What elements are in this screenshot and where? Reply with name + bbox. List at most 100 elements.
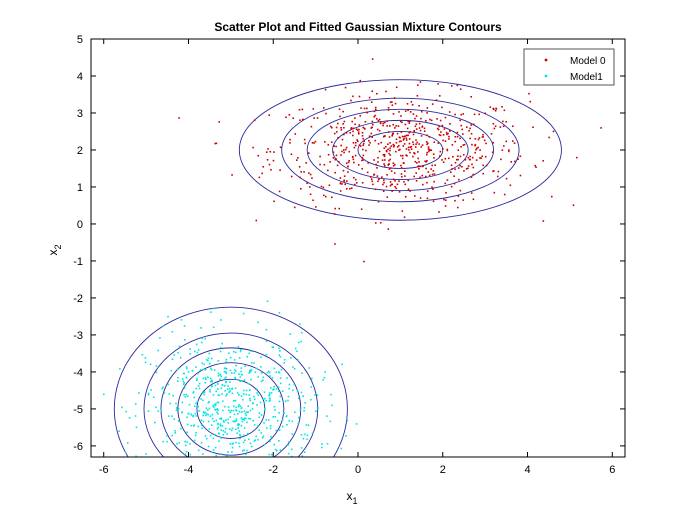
scatter-point-series-1 xyxy=(253,395,255,398)
scatter-point-series-1 xyxy=(202,414,205,417)
scatter-point-series-1 xyxy=(262,376,265,379)
scatter-point-series-0 xyxy=(397,125,400,127)
scatter-point-series-1 xyxy=(212,326,215,329)
scatter-point-series-1 xyxy=(228,391,230,394)
scatter-point-series-0 xyxy=(436,127,439,130)
scatter-point-series-0 xyxy=(340,126,342,129)
scatter-point-series-0 xyxy=(409,151,411,154)
scatter-point-series-1 xyxy=(212,405,214,407)
scatter-point-series-1 xyxy=(225,376,227,379)
scatter-point-series-0 xyxy=(399,120,402,123)
scatter-point-series-0 xyxy=(405,137,408,140)
scatter-point-series-0 xyxy=(407,109,409,112)
scatter-point-series-0 xyxy=(400,131,403,133)
scatter-point-series-0 xyxy=(298,108,301,111)
scatter-point-series-1 xyxy=(249,371,252,373)
scatter-point-series-0 xyxy=(469,155,471,158)
scatter-point-series-1 xyxy=(300,391,303,394)
scatter-point-series-0 xyxy=(330,141,333,143)
scatter-point-series-0 xyxy=(370,101,373,103)
scatter-point-series-0 xyxy=(552,130,555,133)
scatter-point-series-1 xyxy=(205,414,207,417)
legend-marker-model-0 xyxy=(544,58,548,62)
scatter-point-series-1 xyxy=(272,389,274,391)
scatter-point-series-1 xyxy=(260,372,263,374)
scatter-point-series-0 xyxy=(401,154,404,157)
scatter-point-series-0 xyxy=(378,129,381,132)
scatter-point-series-0 xyxy=(453,175,455,178)
scatter-point-series-1 xyxy=(263,443,266,446)
scatter-point-series-1 xyxy=(231,392,234,395)
scatter-point-series-1 xyxy=(289,333,292,335)
scatter-point-series-1 xyxy=(230,429,233,432)
scatter-point-series-1 xyxy=(278,354,281,356)
scatter-point-series-1 xyxy=(284,359,286,361)
scatter-point-series-0 xyxy=(378,178,380,181)
scatter-point-series-0 xyxy=(255,219,258,222)
scatter-point-series-1 xyxy=(225,380,227,383)
x-tick-label: -4 xyxy=(184,464,194,476)
scatter-point-series-1 xyxy=(279,382,282,385)
scatter-point-series-1 xyxy=(171,415,173,417)
scatter-point-series-0 xyxy=(389,184,392,187)
scatter-point-series-1 xyxy=(293,367,296,370)
scatter-point-series-1 xyxy=(157,410,160,412)
scatter-point-series-0 xyxy=(391,132,394,135)
scatter-point-series-1 xyxy=(245,389,248,392)
scatter-point-series-1 xyxy=(239,405,242,407)
scatter-point-series-0 xyxy=(361,159,363,162)
scatter-point-series-0 xyxy=(428,148,430,151)
scatter-point-series-0 xyxy=(496,175,499,178)
scatter-point-series-0 xyxy=(404,123,407,126)
scatter-point-series-0 xyxy=(454,199,456,202)
scatter-point-series-1 xyxy=(201,337,203,340)
scatter-point-series-0 xyxy=(402,139,405,141)
scatter-point-series-0 xyxy=(290,175,293,178)
ticks-layer: -6 -4 -2 0 2 4 6 -6 -5 -4 -3 -2 -1 0 1 2 3 4 5 xyxy=(73,34,625,476)
scatter-point-series-1 xyxy=(243,410,246,413)
scatter-point-series-1 xyxy=(240,370,242,373)
scatter-point-series-0 xyxy=(356,181,358,184)
scatter-point-series-0 xyxy=(377,119,380,122)
scatter-point-series-0 xyxy=(373,115,376,118)
scatter-point-series-1 xyxy=(243,419,246,421)
scatter-point-series-1 xyxy=(202,411,205,413)
scatter-point-series-0 xyxy=(371,58,374,60)
scatter-point-series-1 xyxy=(273,388,275,390)
scatter-point-series-0 xyxy=(377,180,379,183)
scatter-point-series-1 xyxy=(186,423,189,426)
scatter-point-series-1 xyxy=(331,404,333,407)
scatter-point-series-0 xyxy=(411,103,414,106)
scatter-point-series-0 xyxy=(343,126,345,129)
scatter-point-series-0 xyxy=(344,183,346,186)
scatter-point-series-1 xyxy=(223,421,225,423)
scatter-point-series-1 xyxy=(220,417,223,419)
scatter-point-series-1 xyxy=(244,439,246,442)
scatter-point-series-0 xyxy=(336,164,339,167)
scatter-point-series-0 xyxy=(457,158,459,161)
scatter-point-series-0 xyxy=(456,158,458,161)
scatter-point-series-1 xyxy=(229,443,232,445)
scatter-point-series-0 xyxy=(443,128,446,130)
scatter-point-series-0 xyxy=(356,139,358,141)
scatter-point-series-0 xyxy=(432,153,435,156)
scatter-point-series-1 xyxy=(316,394,319,397)
scatter-point-series-1 xyxy=(202,368,205,371)
scatter-point-series-0 xyxy=(426,151,428,154)
scatter-point-series-0 xyxy=(339,182,342,184)
scatter-point-series-0 xyxy=(433,173,436,175)
scatter-point-series-1 xyxy=(235,409,237,412)
scatter-point-series-0 xyxy=(404,110,407,112)
scatter-point-series-1 xyxy=(190,424,193,427)
scatter-point-series-1 xyxy=(291,420,294,423)
scatter-point-series-1 xyxy=(250,369,253,371)
scatter-point-series-1 xyxy=(225,394,228,397)
scatter-point-series-0 xyxy=(417,165,419,168)
scatter-point-series-1 xyxy=(268,392,271,394)
scatter-point-series-0 xyxy=(362,144,364,147)
scatter-point-series-0 xyxy=(368,144,370,146)
scatter-point-series-0 xyxy=(491,151,494,154)
scatter-point-series-1 xyxy=(174,432,177,434)
scatter-point-series-1 xyxy=(257,394,259,396)
scatter-point-series-0 xyxy=(348,150,351,153)
